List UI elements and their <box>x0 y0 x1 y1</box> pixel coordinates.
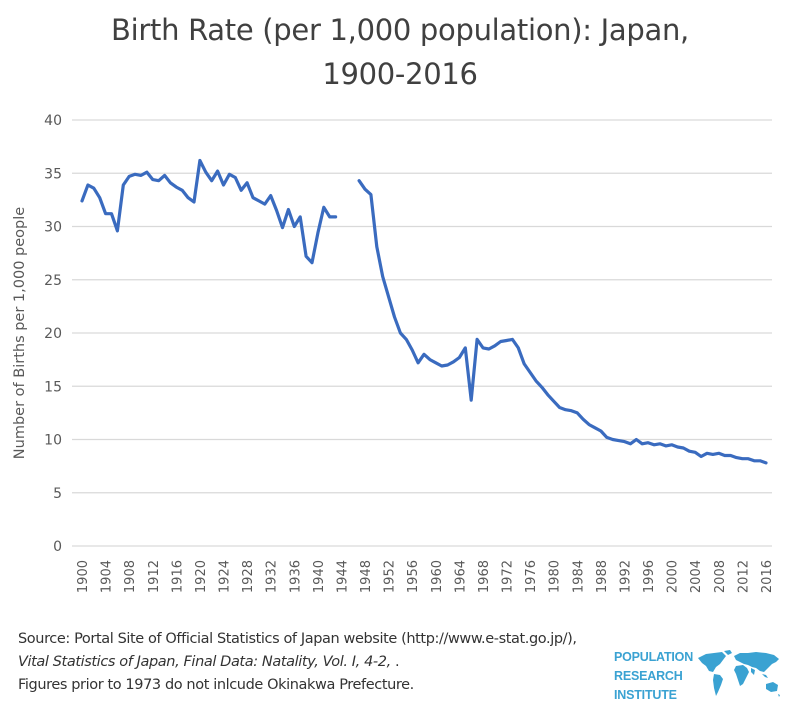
x-tick-label: 1916 <box>170 560 185 593</box>
x-tick-label: 1944 <box>335 560 350 593</box>
y-tick-label: 25 <box>44 273 62 289</box>
x-tick-label: 1980 <box>548 560 563 593</box>
y-tick-label: 35 <box>44 166 62 182</box>
x-tick-label: 1952 <box>383 560 398 593</box>
x-axis-ticks: 1900 1904 1908 1912 1916 1920 1924 1928 1932 1936… <box>76 560 775 593</box>
x-tick-label: 2000 <box>666 560 681 593</box>
x-tick-label: 1956 <box>406 560 421 593</box>
x-tick-label: 1940 <box>312 560 327 593</box>
series-lines <box>80 158 768 465</box>
y-tick-label: 20 <box>44 326 62 342</box>
okinawa-note: Figures prior to 1973 do not inlcude Oki… <box>18 677 414 693</box>
source-end: . <box>395 654 400 670</box>
x-tick-label: 1988 <box>595 560 610 593</box>
x-tick-label: 1992 <box>618 560 633 593</box>
x-tick-label: 1904 <box>100 560 115 593</box>
x-tick-label: 1984 <box>571 560 586 593</box>
y-tick-label: 0 <box>53 539 62 555</box>
x-tick-label: 1976 <box>524 560 539 593</box>
chart-title-line2: 1900-2016 <box>322 57 478 91</box>
y-axis-ticks: 0 5 10 15 20 25 30 35 40 <box>44 113 62 555</box>
population-research-institute-logo: POPULATION RESEARCH INSTITUTE <box>614 648 784 706</box>
x-tick-label: 1996 <box>642 560 657 593</box>
y-tick-label: 5 <box>53 486 62 502</box>
logo-line3: INSTITUTE <box>614 688 677 702</box>
chart-title-line1: Birth Rate (per 1,000 population): Japan… <box>111 13 689 47</box>
series-line-segment-1 <box>80 158 338 265</box>
y-tick-label: 30 <box>44 220 62 236</box>
y-axis-label: Number of Births per 1,000 people <box>12 207 28 459</box>
x-tick-label: 1920 <box>194 560 209 593</box>
x-tick-label: 1908 <box>123 560 138 593</box>
x-tick-label: 1924 <box>218 560 233 593</box>
source-publication: Vital Statistics of Japan, Final Data: N… <box>18 654 395 670</box>
line-chart: 0 5 10 15 20 25 30 35 40 1900 1904 1908 1912 1916 192… <box>12 113 775 593</box>
x-tick-label: 1900 <box>76 560 91 593</box>
y-tick-label: 10 <box>44 433 62 449</box>
series-line-segment-2 <box>357 179 768 465</box>
x-tick-label: 2004 <box>689 560 704 593</box>
x-tick-label: 1932 <box>265 560 280 593</box>
source-text: Source: Portal Site of Official Statisti… <box>18 631 577 647</box>
x-tick-label: 1928 <box>241 560 256 593</box>
x-tick-label: 2012 <box>736 560 751 593</box>
source-note: Source: Portal Site of Official Statisti… <box>18 628 578 697</box>
y-tick-label: 15 <box>44 379 62 395</box>
x-tick-label: 1968 <box>477 560 492 593</box>
x-tick-label: 1936 <box>288 560 303 593</box>
gridlines <box>72 119 772 547</box>
logo-text: POPULATION RESEARCH INSTITUTE <box>614 648 693 705</box>
world-map-icon <box>698 650 780 697</box>
chart-title: Birth Rate (per 1,000 population): Japan… <box>0 8 800 96</box>
x-tick-label: 2008 <box>713 560 728 593</box>
x-tick-label: 1948 <box>359 560 374 593</box>
x-tick-label: 1912 <box>147 560 162 593</box>
logo-line1: POPULATION <box>614 650 694 664</box>
logo-line2: RESEARCH <box>614 669 683 683</box>
x-tick-label: 2016 <box>760 560 775 593</box>
x-tick-label: 1972 <box>501 560 516 593</box>
x-tick-label: 1964 <box>453 560 468 593</box>
y-tick-label: 40 <box>44 113 62 129</box>
x-tick-label: 1960 <box>430 560 445 593</box>
